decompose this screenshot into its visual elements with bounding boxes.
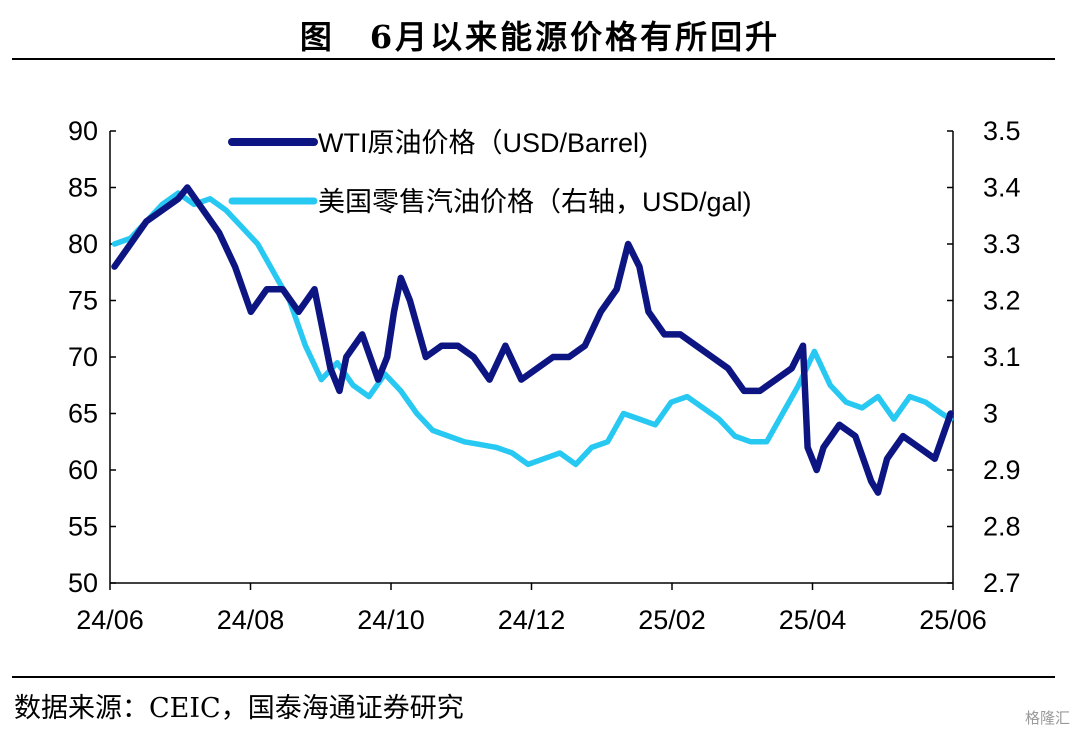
- chart-svg: 50 55 60 65 70 75 80 85 90 2.7 2.8 2.9 3 3.1 3.2 3.3 3.4…: [68, 116, 1021, 635]
- left-tick-label: 75: [68, 286, 98, 316]
- right-tick-label: 3: [983, 399, 998, 429]
- gasoline-line: [111, 190, 954, 468]
- left-tick-label: 70: [68, 342, 98, 372]
- x-tick-label: 24/08: [217, 605, 285, 635]
- x-tick-label: 24/10: [357, 605, 425, 635]
- legend-label-wti: WTI原油价格（USD/Barrel): [318, 128, 648, 158]
- x-tick-label: 24/06: [76, 605, 144, 635]
- right-tick-label: 2.9: [983, 455, 1021, 485]
- source-note: 数据来源：CEIC，国泰海通证券研究: [14, 693, 464, 724]
- left-tick-label: 50: [68, 568, 98, 598]
- right-tick-label: 3.5: [983, 116, 1021, 146]
- right-tick-label: 3.1: [983, 342, 1021, 372]
- top-rule: [12, 58, 1055, 60]
- right-tick-label: 2.8: [983, 512, 1021, 542]
- left-tick-label: 90: [68, 116, 98, 146]
- legend-label-gasoline: 美国零售汽油价格（右轴，USD/gal): [318, 187, 752, 217]
- watermark-logo: 格隆汇: [1024, 710, 1070, 727]
- right-tick-label: 3.2: [983, 286, 1021, 316]
- left-tick-label: 85: [68, 173, 98, 203]
- left-tick-label: 60: [68, 455, 98, 485]
- x-tick-label: 25/04: [779, 605, 847, 635]
- wti-line: [111, 184, 954, 496]
- bottom-rule: [12, 676, 1055, 678]
- left-tick-label: 65: [68, 399, 98, 429]
- x-tick-label: 25/02: [638, 605, 706, 635]
- right-tick-label: 3.3: [983, 229, 1021, 259]
- series-layer: [111, 184, 954, 496]
- legend: WTI原油价格（USD/Barrel) 美国零售汽油价格（右轴，USD/gal): [228, 128, 752, 217]
- left-tick-label: 80: [68, 229, 98, 259]
- right-tick-label: 2.7: [983, 568, 1021, 598]
- right-tick-label: 3.4: [983, 173, 1021, 203]
- x-tick-label: 25/06: [919, 605, 987, 635]
- chart-title: 图 6月以来能源价格有所回升: [299, 18, 781, 56]
- x-tick-label: 24/12: [498, 605, 566, 635]
- axes: 50 55 60 65 70 75 80 85 90 2.7 2.8 2.9 3 3.1 3.2 3.3 3.4…: [68, 116, 1021, 635]
- left-tick-label: 55: [68, 512, 98, 542]
